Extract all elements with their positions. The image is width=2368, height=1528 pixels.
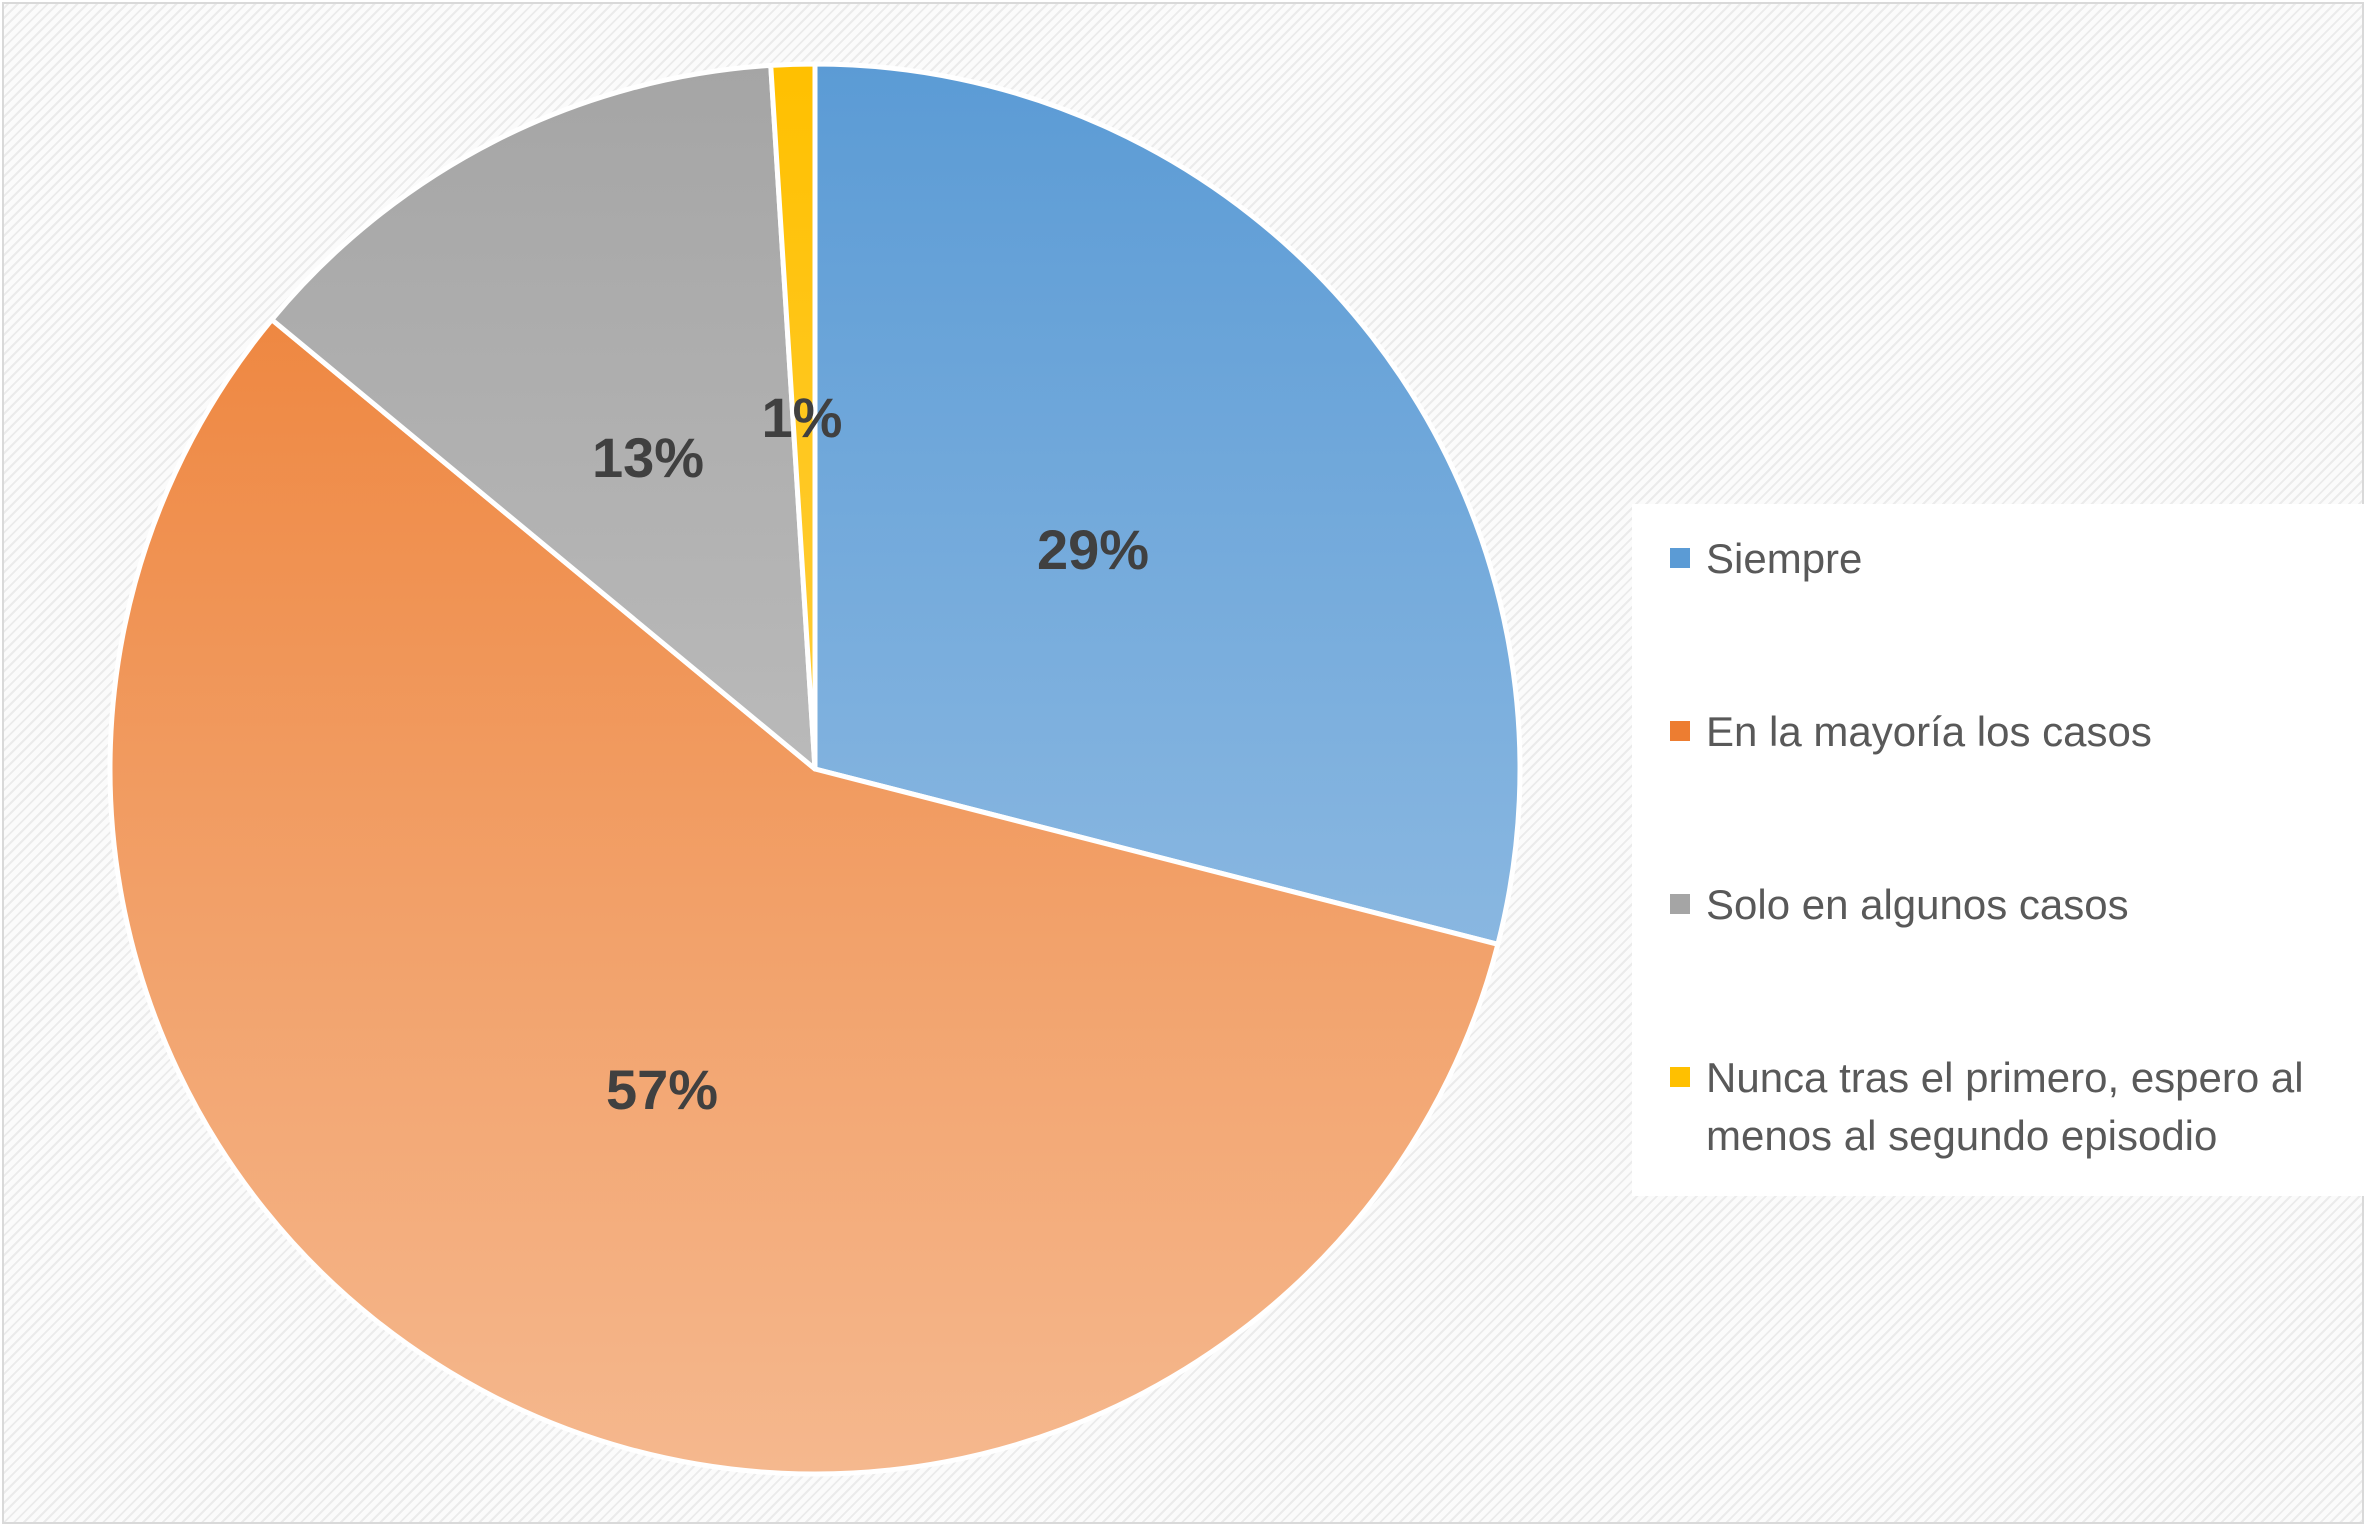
data-label: 13% bbox=[592, 426, 704, 489]
pie-chart: 29% 57% 13% 1% bbox=[107, 61, 1523, 1477]
slice-siempre bbox=[812, 61, 1523, 947]
slice-mayoria bbox=[107, 317, 1501, 1477]
data-label: 57% bbox=[606, 1058, 718, 1121]
legend-swatch-nunca bbox=[1670, 1067, 1690, 1087]
legend: Siempre En la mayoría los casos Solo en … bbox=[1632, 504, 2366, 1196]
legend-swatch-mayoria bbox=[1670, 721, 1690, 741]
legend-swatch-algunos bbox=[1670, 894, 1690, 914]
data-label: 1% bbox=[762, 386, 843, 449]
legend-label: Solo en algunos casos bbox=[1706, 881, 2129, 928]
legend-item-mayoria: En la mayoría los casos bbox=[1670, 703, 2346, 761]
legend-label: En la mayoría los casos bbox=[1706, 708, 2152, 755]
legend-label: Nunca tras el primero, espero al menos a… bbox=[1706, 1054, 2304, 1159]
legend-item-nunca: Nunca tras el primero, espero al menos a… bbox=[1670, 1049, 2346, 1165]
legend-label: Siempre bbox=[1706, 535, 1863, 582]
slice-algunos bbox=[269, 62, 818, 772]
legend-item-algunos: Solo en algunos casos bbox=[1670, 876, 2346, 934]
data-label: 29% bbox=[1037, 518, 1149, 581]
legend-swatch-siempre bbox=[1670, 548, 1690, 568]
slice-nunca bbox=[768, 61, 818, 772]
legend-item-siempre: Siempre bbox=[1670, 530, 2346, 588]
